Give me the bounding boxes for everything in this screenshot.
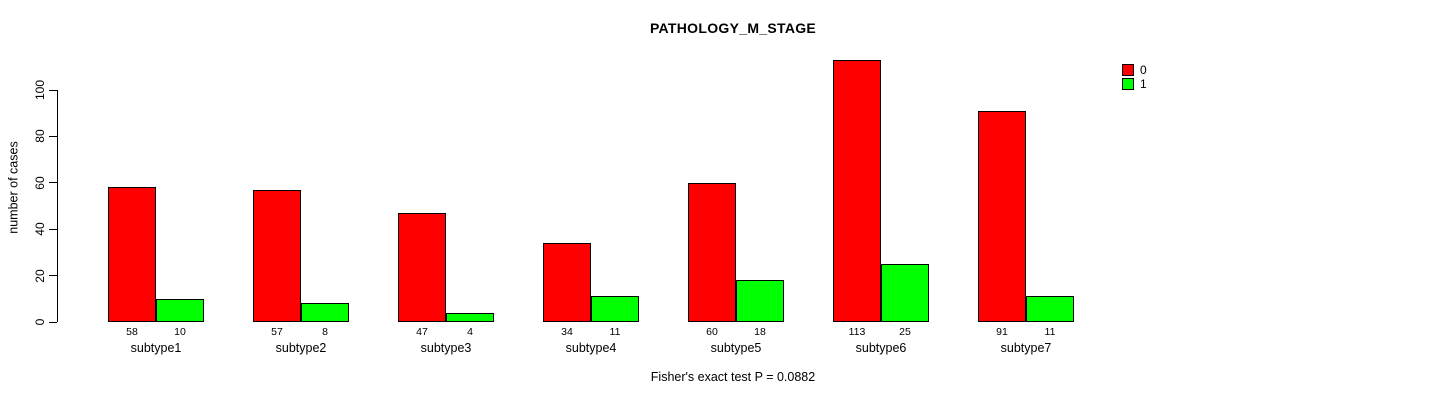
bar-value-label: 58 bbox=[126, 326, 138, 338]
category-label: subtype6 bbox=[855, 341, 907, 355]
bar-value-label: 11 bbox=[609, 326, 621, 338]
y-tick-label: 0 bbox=[33, 318, 47, 326]
y-axis-label: number of cases bbox=[6, 141, 21, 234]
bar-series-1 bbox=[301, 303, 349, 322]
bar-series-0 bbox=[543, 243, 591, 322]
category-label: subtype2 bbox=[275, 341, 327, 355]
bar-value-label: 4 bbox=[467, 326, 473, 338]
y-tick-label: 20 bbox=[33, 268, 47, 283]
y-tick-mark bbox=[49, 321, 57, 323]
legend-item: 1 bbox=[1122, 78, 1147, 90]
y-axis-line bbox=[57, 90, 58, 322]
legend-swatch bbox=[1122, 78, 1134, 90]
bar-series-1 bbox=[736, 280, 784, 322]
bar-series-1 bbox=[156, 298, 204, 322]
bar-series-0 bbox=[108, 187, 156, 322]
y-tick-label: 100 bbox=[33, 79, 47, 101]
bar-series-0 bbox=[253, 189, 301, 322]
chart-title: PATHOLOGY_M_STAGE bbox=[649, 20, 817, 36]
bar-value-label: 60 bbox=[706, 326, 718, 338]
bar-value-label: 34 bbox=[561, 326, 573, 338]
footer-annotation: Fisher's exact test P = 0.0882 bbox=[650, 370, 816, 384]
bar-value-label: 47 bbox=[416, 326, 428, 338]
y-tick-label: 60 bbox=[33, 176, 47, 190]
bar-value-label: 8 bbox=[322, 326, 328, 338]
y-tick-mark bbox=[49, 228, 57, 230]
bar-value-label: 57 bbox=[271, 326, 283, 338]
category-label: subtype7 bbox=[1000, 341, 1052, 355]
bar-value-label: 25 bbox=[899, 326, 911, 338]
bar-group: 91 11 subtype7 bbox=[978, 0, 1074, 400]
bar-group: 113 25 subtype6 bbox=[833, 0, 929, 400]
bar-value-label: 18 bbox=[754, 326, 766, 338]
y-tick-mark bbox=[49, 275, 57, 277]
bar-group: 34 11 subtype4 bbox=[543, 0, 639, 400]
y-tick-mark bbox=[49, 89, 57, 91]
bar-series-1 bbox=[1026, 296, 1074, 322]
legend-swatch bbox=[1122, 64, 1134, 76]
bar-series-0 bbox=[398, 212, 446, 322]
legend-label: 1 bbox=[1140, 77, 1147, 91]
bar-value-label: 91 bbox=[996, 326, 1008, 338]
y-tick-label: 40 bbox=[33, 222, 47, 236]
category-label: subtype3 bbox=[420, 341, 472, 355]
legend-label: 0 bbox=[1140, 63, 1147, 77]
bar-series-0 bbox=[833, 59, 881, 322]
y-tick-mark bbox=[49, 182, 57, 184]
y-tick-label: 80 bbox=[33, 129, 47, 144]
bar-group: 60 18 subtype5 bbox=[688, 0, 784, 400]
bar-series-1 bbox=[591, 296, 639, 322]
bar-group: 47 4 subtype3 bbox=[398, 0, 494, 400]
bar-group: 58 10 subtype1 bbox=[108, 0, 204, 400]
category-label: subtype1 bbox=[130, 341, 182, 355]
y-tick-mark bbox=[49, 135, 57, 137]
category-label: subtype4 bbox=[565, 341, 617, 355]
bar-value-label: 113 bbox=[848, 326, 866, 338]
bar-value-label: 11 bbox=[1044, 326, 1056, 338]
bar-group: 57 8 subtype2 bbox=[253, 0, 349, 400]
bar-series-1 bbox=[881, 264, 929, 322]
category-label: subtype5 bbox=[710, 341, 762, 355]
bar-series-0 bbox=[978, 110, 1026, 322]
bar-series-0 bbox=[688, 182, 736, 322]
legend-item: 0 bbox=[1122, 64, 1147, 76]
bar-value-label: 10 bbox=[174, 326, 186, 338]
bar-series-1 bbox=[446, 312, 494, 322]
